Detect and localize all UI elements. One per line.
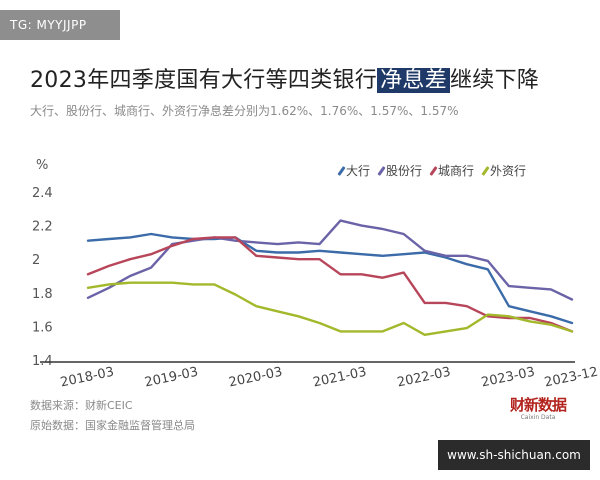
x-tick-label-3: 2021-03 [312, 365, 368, 390]
channel-tag: TG: MYYJJPP [0, 10, 120, 40]
title-highlight: 净息差 [377, 68, 450, 93]
legend-label-3: 外资行 [490, 164, 527, 178]
y-tick-label-3: 2 [32, 253, 40, 268]
legend-item-2: 城商行 [429, 162, 475, 179]
source-line-2: 原始数据：国家金融监督管理总局 [30, 419, 195, 432]
y-tick-label-2: 1.8 [32, 287, 53, 302]
legend-label-2: 城商行 [438, 164, 475, 178]
chart-subtitle: 大行、股份行、城商行、外资行净息差分别为1.62%、1.76%、1.57%、1.… [30, 104, 459, 118]
x-tick-label-6: 2023-12 [543, 365, 599, 390]
legend: 大行 股份行 城商行 外资行 [337, 162, 527, 179]
legend-item-0: 大行 [337, 162, 371, 179]
title-pre: 2023年四季度国有大行等四类银行 [30, 68, 378, 93]
x-tick-label-0: 2018-03 [59, 365, 115, 390]
x-tick-label-2: 2020-03 [227, 365, 283, 390]
series-line-2 [86, 236, 574, 333]
legend-label-0: 大行 [346, 164, 371, 178]
title-post: 继续下降 [450, 68, 540, 93]
y-tick-label-5: 2.4 [32, 186, 53, 201]
series-line-3 [86, 281, 574, 337]
x-tick-label-1: 2019-03 [143, 365, 199, 390]
logo-main-text: 财新数据 [509, 396, 567, 414]
y-unit-label: % [36, 158, 49, 173]
y-tick-label-1: 1.6 [32, 320, 53, 335]
series-line-0 [86, 232, 574, 325]
source-line-1: 数据来源：财新CEIC [30, 399, 133, 412]
legend-item-3: 外资行 [481, 162, 527, 179]
legend-label-1: 股份行 [386, 164, 423, 178]
source-notes: 数据来源：财新CEIC 原始数据：国家金融监督管理总局 [30, 396, 195, 436]
site-watermark: www.sh-shichuan.com [438, 440, 590, 470]
x-tick-label-5: 2023-03 [480, 365, 536, 390]
caixin-data-logo: 财新数据 Caixin Data [508, 396, 568, 424]
logo-sub-text: Caixin Data [520, 414, 556, 421]
legend-item-1: 股份行 [377, 162, 423, 179]
x-tick-label-4: 2022-03 [396, 365, 452, 390]
y-tick-label-4: 2.2 [32, 220, 53, 235]
chart-title: 2023年四季度国有大行等四类银行 净息差 继续下降 [30, 62, 539, 94]
